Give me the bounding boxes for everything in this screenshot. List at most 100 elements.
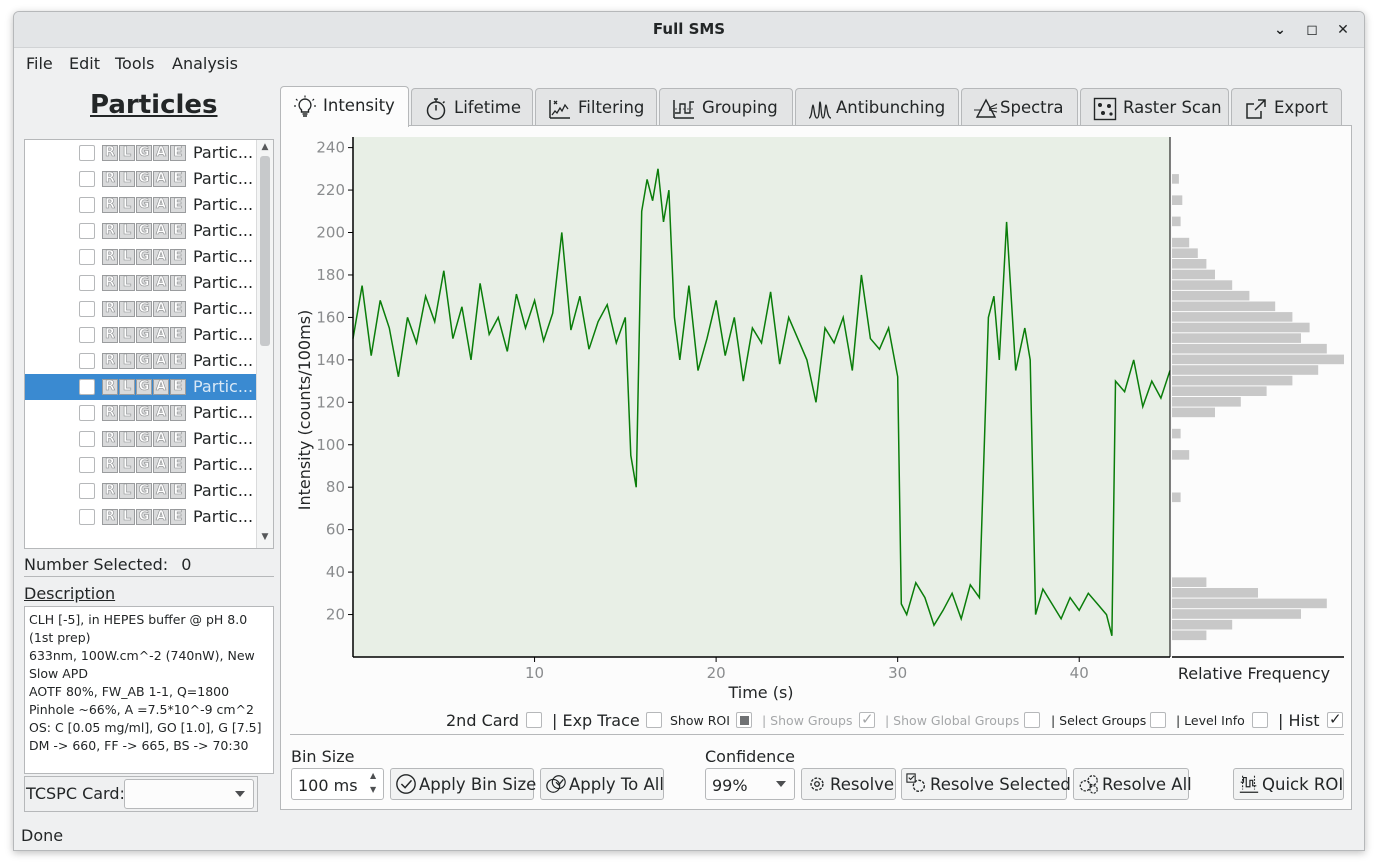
status-tag: E (170, 197, 186, 213)
status-tag: G (136, 249, 152, 265)
apply-bin-size-button[interactable]: Apply Bin Size (390, 768, 536, 800)
particle-row[interactable]: R L G A E Partic... (25, 322, 256, 348)
number-selected: Number Selected: 0 (24, 555, 191, 574)
option-select-groups[interactable]: | Select Groups (1051, 712, 1166, 733)
particle-checkbox[interactable] (79, 353, 95, 369)
status-tag: L (119, 171, 135, 187)
description-line: Pinhole ~66%, A =7.5*10^-9 cm^2 (29, 702, 254, 717)
option-show-roi-label: Show ROI (670, 713, 730, 728)
particle-checkbox[interactable] (79, 249, 95, 265)
particle-row[interactable]: R L G A E Partic... (25, 478, 256, 504)
particle-checkbox[interactable] (79, 431, 95, 447)
status-tag: E (170, 353, 186, 369)
particle-row[interactable]: R L G A E Partic... (25, 166, 256, 192)
tab-intensity[interactable]: Intensity (280, 86, 409, 127)
minimize-icon[interactable]: ⌄ (1274, 22, 1286, 38)
particle-row[interactable]: R L G A E Partic... (25, 452, 256, 478)
particle-checkbox[interactable] (79, 223, 95, 239)
particle-row[interactable]: R L G A E Partic... (25, 504, 256, 530)
second-card-checkbox[interactable] (526, 712, 542, 728)
scroll-up-icon[interactable]: ▲ (261, 142, 269, 152)
histogram-bar (1172, 598, 1327, 609)
particle-list-scrollbar[interactable]: ▲ ▼ (256, 140, 273, 548)
apply-to-all-button[interactable]: Apply To All (540, 768, 664, 800)
intensity-trace-plot[interactable]: 20 40 60 80 100 120 140 160 180 200 220 240 10 20 30 40… (14, 12, 1365, 702)
status-tag: A (153, 483, 169, 499)
menu-file[interactable]: File (26, 54, 53, 73)
tab-lifetime[interactable]: Lifetime (411, 88, 533, 126)
confidence-dropdown[interactable]: 99% (705, 768, 795, 800)
particle-list[interactable]: R L G A E Partic... R L G A E Partic... R L G A E Partic.… (24, 139, 274, 549)
level-info-checkbox[interactable] (1252, 712, 1268, 728)
bin-size-spinbox[interactable]: 100 ms ▲ ▼ (291, 768, 384, 800)
particle-row[interactable]: R L G A E Partic... (25, 374, 256, 400)
y-axis-label: Intensity (counts/100ms) (295, 310, 314, 511)
resolve-all-button[interactable]: Resolve All (1073, 768, 1192, 800)
particle-name: Partic... (193, 351, 254, 370)
quick-roi-button[interactable]: Quick ROI (1233, 768, 1344, 800)
menu-edit[interactable]: Edit (69, 54, 100, 73)
tab-spectra[interactable]: Spectra (961, 88, 1078, 126)
particle-row[interactable]: R L G A E Partic... (25, 270, 256, 296)
particle-checkbox[interactable] (79, 405, 95, 421)
tab-export[interactable]: Export (1231, 88, 1342, 126)
option-hist[interactable]: | Hist (1278, 710, 1343, 731)
scroll-down-icon[interactable]: ▼ (261, 532, 269, 542)
particle-row[interactable]: R L G A E Partic... (25, 244, 256, 270)
option-level-info[interactable]: | Level Info (1176, 712, 1268, 733)
resolve-button[interactable]: Resolve (801, 768, 896, 800)
spin-up-icon[interactable]: ▲ (370, 771, 377, 780)
tab-grouping[interactable]: Grouping (659, 88, 793, 126)
show-global-groups-checkbox (1024, 712, 1040, 728)
particle-checkbox[interactable] (79, 301, 95, 317)
show-roi-checkbox[interactable] (736, 712, 752, 728)
tab-filtering[interactable]: Filtering (535, 88, 657, 126)
particle-row[interactable]: R L G A E Partic... (25, 296, 256, 322)
main-window: Full SMS ⌄ ◻ ✕ File Edit Tools Analysis … (13, 11, 1365, 851)
resolve-selected-button[interactable]: Resolve Selected (901, 768, 1071, 800)
particle-row[interactable]: R L G A E Partic... (25, 140, 256, 166)
particle-row[interactable]: R L G A E Partic... (25, 400, 256, 426)
select-groups-checkbox[interactable] (1150, 712, 1166, 728)
status-tag: G (136, 457, 152, 473)
particle-checkbox[interactable] (79, 145, 95, 161)
menu-bar: File Edit Tools Analysis (14, 50, 1364, 78)
tcspc-card-dropdown[interactable] (124, 779, 254, 809)
tab-raster-scan[interactable]: Raster Scan (1080, 88, 1229, 126)
scroll-thumb[interactable] (260, 156, 270, 346)
particle-checkbox[interactable] (79, 171, 95, 187)
option-exp-trace[interactable]: | Exp Trace (552, 711, 662, 731)
y-tick-label: 20 (326, 606, 345, 624)
particle-checkbox[interactable] (79, 327, 95, 343)
status-tag: A (153, 327, 169, 343)
particle-row[interactable]: R L G A E Partic... (25, 192, 256, 218)
particle-name: Partic... (193, 273, 254, 292)
particle-checkbox[interactable] (79, 379, 95, 395)
hist-checkbox[interactable] (1327, 710, 1343, 728)
x-tick-label: 10 (525, 664, 544, 682)
prism-icon (974, 98, 998, 118)
close-icon[interactable]: ✕ (1337, 22, 1349, 38)
particle-checkbox[interactable] (79, 509, 95, 525)
menu-analysis[interactable]: Analysis (172, 54, 238, 73)
particle-row[interactable]: R L G A E Partic... (25, 426, 256, 452)
y-tick-label: 100 (316, 436, 345, 454)
description-box[interactable]: CLH [-5], in HEPES buffer @ pH 8.0 (1st … (24, 606, 274, 774)
particle-row[interactable]: R L G A E Partic... (25, 218, 256, 244)
option-show-groups: | Show Groups (762, 710, 875, 733)
particle-checkbox[interactable] (79, 197, 95, 213)
maximize-icon[interactable]: ◻ (1306, 22, 1318, 38)
tab-antibunching[interactable]: Antibunching (795, 88, 959, 126)
particle-checkbox[interactable] (79, 457, 95, 473)
particle-row[interactable]: R L G A E Partic... (25, 348, 256, 374)
particle-checkbox[interactable] (79, 483, 95, 499)
option-hist-label: | Hist (1278, 711, 1320, 730)
option-show-roi[interactable]: Show ROI (670, 712, 752, 733)
spin-down-icon[interactable]: ▼ (370, 785, 377, 794)
menu-tools[interactable]: Tools (115, 54, 155, 73)
status-tag: L (119, 405, 135, 421)
exp-trace-checkbox[interactable] (646, 712, 662, 728)
option-2nd-card[interactable]: 2nd Card (446, 711, 542, 731)
particle-checkbox[interactable] (79, 275, 95, 291)
